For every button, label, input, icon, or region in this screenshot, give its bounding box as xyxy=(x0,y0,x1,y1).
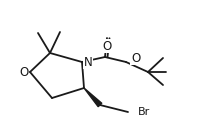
Text: O: O xyxy=(19,66,29,79)
Text: O: O xyxy=(131,52,140,65)
Polygon shape xyxy=(84,88,102,107)
Text: Br: Br xyxy=(138,107,150,117)
Text: O: O xyxy=(102,39,112,52)
Text: N: N xyxy=(84,55,92,68)
